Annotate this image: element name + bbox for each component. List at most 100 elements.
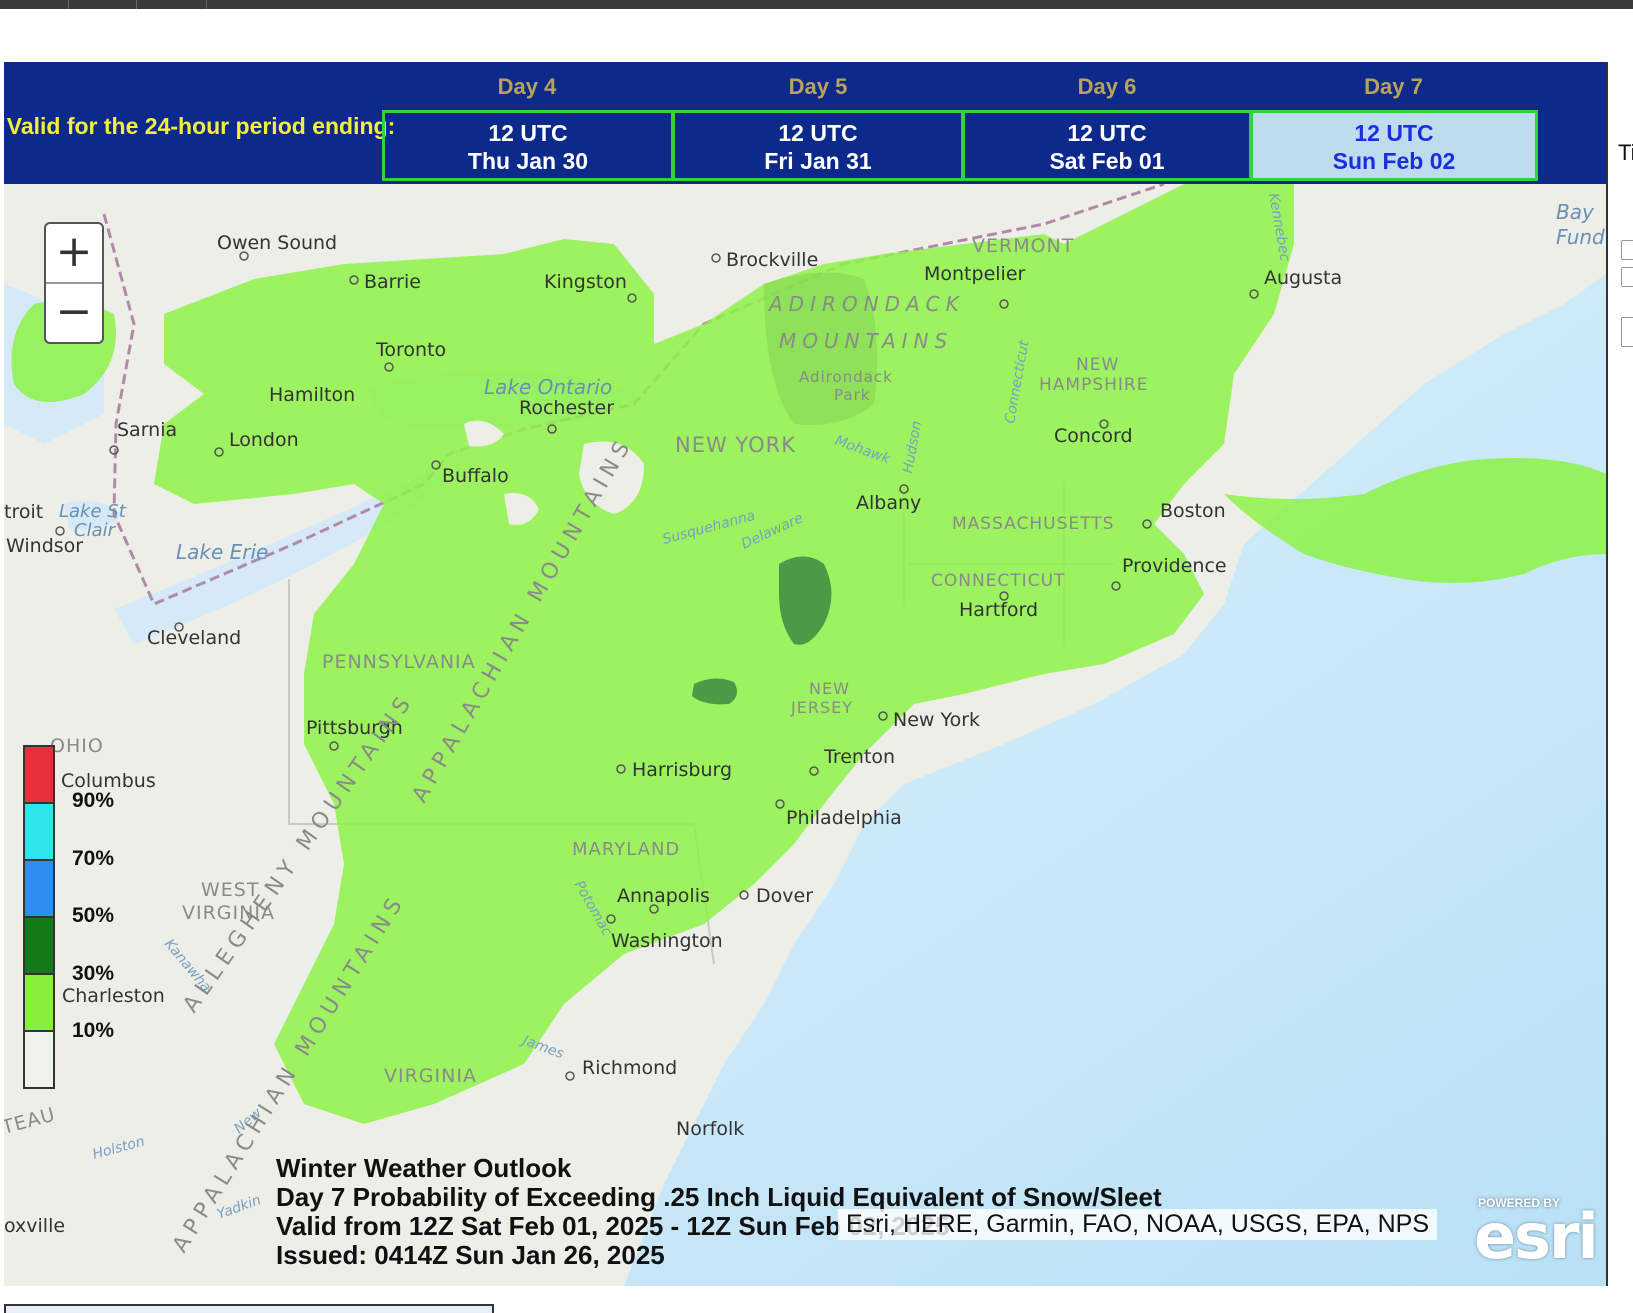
tab-day-6-date: Sat Feb 01 — [1049, 148, 1165, 174]
tab-day-7[interactable]: 12 UTC Sun Feb 02 — [1250, 110, 1538, 181]
svg-text:Charleston: Charleston — [62, 985, 165, 1007]
svg-text:Philadelphia: Philadelphia — [786, 807, 902, 829]
svg-text:Park: Park — [834, 386, 870, 404]
outlook-panel: Valid for the 24-hour period ending: Day… — [4, 62, 1606, 1286]
basemap: Owen Sound Barrie Kingston Brockville Mo… — [4, 184, 1606, 1286]
legend-label-70: 70% — [72, 847, 115, 870]
day-4-label: Day 4 — [497, 74, 557, 99]
tab-day-5[interactable]: 12 UTC Fri Jan 31 — [672, 110, 964, 181]
svg-text:troit: troit — [4, 501, 43, 523]
svg-text:Adirondack: Adirondack — [799, 368, 893, 386]
svg-text:Montpelier: Montpelier — [924, 263, 1026, 285]
outlook-caption: Winter Weather Outlook Day 7 Probability… — [276, 1154, 1162, 1270]
svg-text:Trenton: Trenton — [823, 746, 895, 768]
unshaded-area — [504, 493, 539, 525]
map-attribution: Esri, HERE, Garmin, FAO, NOAA, USGS, EPA… — [838, 1209, 1437, 1240]
esri-logo[interactable]: esri — [1474, 1200, 1599, 1273]
esri-powered-by: POWERED BY — [1478, 1196, 1561, 1210]
probability-area-30-50 — [692, 678, 738, 705]
day-header: Valid for the 24-hour period ending: Day… — [4, 62, 1606, 184]
zoom-control: + − — [44, 222, 104, 344]
svg-text:Brockville: Brockville — [726, 249, 818, 271]
svg-text:Barrie: Barrie — [364, 271, 421, 293]
tab-day-4[interactable]: 12 UTC Thu Jan 30 — [382, 110, 674, 181]
svg-text:oxville: oxville — [4, 1215, 65, 1237]
adirondack-park — [764, 272, 878, 425]
unshaded-area — [464, 420, 504, 447]
svg-text:New York: New York — [893, 709, 980, 731]
svg-text:Norfolk: Norfolk — [676, 1118, 744, 1140]
valid-period-label: Valid for the 24-hour period ending: — [6, 113, 396, 139]
tab-day-6[interactable]: 12 UTC Sat Feb 01 — [962, 110, 1252, 181]
layer-checkbox[interactable] — [1621, 267, 1633, 287]
svg-text:Concord: Concord — [1054, 425, 1133, 447]
svg-text:Toronto: Toronto — [375, 339, 446, 361]
tab-day-5-date: Fri Jan 31 — [764, 148, 872, 174]
bottom-panel-edge — [4, 1304, 494, 1313]
svg-text:Richmond: Richmond — [582, 1057, 677, 1079]
svg-text:Fund: Fund — [1556, 225, 1605, 249]
svg-text:VIRGINIA: VIRGINIA — [384, 1065, 477, 1087]
side-panel: Ti — [1606, 62, 1633, 1286]
tab-day-4-time: 12 UTC — [488, 120, 568, 146]
svg-text:CONNECTICUT: CONNECTICUT — [931, 571, 1065, 591]
svg-text:Sarnia: Sarnia — [117, 419, 177, 441]
legend-swatch-90 — [23, 745, 55, 804]
svg-text:Augusta: Augusta — [1264, 267, 1342, 289]
svg-text:Washington: Washington — [611, 930, 723, 952]
svg-text:Lake St: Lake St — [59, 501, 127, 522]
water-labels: Lake Ontario Lake St Clair Lake Erie Bay… — [59, 200, 1605, 564]
top-bar-segment — [136, 0, 207, 9]
layer-checkbox[interactable] — [1621, 240, 1633, 260]
svg-text:Hamilton: Hamilton — [269, 384, 355, 406]
tab-day-5-time: 12 UTC — [778, 120, 858, 146]
probability-area-30-50 — [779, 556, 832, 645]
zoom-in-button[interactable]: + — [46, 224, 102, 284]
svg-text:Harrisburg: Harrisburg — [632, 759, 732, 781]
legend-swatch-10 — [23, 973, 55, 1032]
svg-text:PENNSYLVANIA: PENNSYLVANIA — [322, 651, 476, 673]
tab-day-6-time: 12 UTC — [1067, 120, 1147, 146]
svg-text:Bay: Bay — [1556, 200, 1595, 224]
tab-day-7-date: Sun Feb 02 — [1332, 148, 1456, 174]
top-bar-segment — [68, 0, 137, 9]
svg-text:MASSACHUSETTS: MASSACHUSETTS — [952, 514, 1114, 534]
svg-text:Buffalo: Buffalo — [442, 465, 509, 487]
svg-text:Clair: Clair — [74, 520, 117, 541]
legend-color-bar — [23, 745, 55, 1089]
svg-text:NEW: NEW — [809, 679, 850, 698]
zoom-out-button[interactable]: − — [55, 286, 93, 337]
svg-text:Lake Ontario: Lake Ontario — [484, 375, 612, 399]
day-7-label: Day 7 — [1364, 74, 1423, 99]
svg-text:Cleveland: Cleveland — [147, 627, 241, 649]
svg-text:NEW YORK: NEW YORK — [675, 433, 796, 457]
legend-swatch-0 — [23, 1030, 55, 1089]
svg-text:ADIRONDACK: ADIRONDACK — [767, 292, 965, 316]
browser-top-bar — [0, 0, 1633, 9]
svg-text:Annapolis: Annapolis — [617, 885, 710, 907]
svg-text:HAMPSHIRE: HAMPSHIRE — [1039, 375, 1148, 395]
caption-title: Winter Weather Outlook — [276, 1153, 572, 1183]
svg-text:Dover: Dover — [756, 885, 813, 907]
city-labels: Owen Sound Barrie Kingston Brockville Mo… — [4, 232, 1342, 1237]
probability-area-10-30 — [154, 184, 1294, 1124]
layer-button[interactable] — [1621, 317, 1633, 347]
legend-label-50: 50% — [72, 904, 115, 927]
svg-text:VIRGINIA: VIRGINIA — [182, 902, 275, 924]
map-view[interactable]: Owen Sound Barrie Kingston Brockville Mo… — [4, 184, 1606, 1286]
caption-issued: Issued: 0414Z Sun Jan 26, 2025 — [276, 1240, 665, 1270]
legend-swatch-30 — [23, 916, 55, 975]
svg-text:MARYLAND: MARYLAND — [572, 839, 680, 860]
day-5-label: Day 5 — [788, 74, 848, 99]
svg-text:NEW: NEW — [1076, 355, 1119, 375]
legend-swatch-70 — [23, 802, 55, 861]
top-bar-segment — [0, 0, 69, 9]
svg-text:Windsor: Windsor — [6, 535, 83, 557]
tab-day-7-time: 12 UTC — [1354, 120, 1434, 146]
svg-text:Owen Sound: Owen Sound — [217, 232, 337, 254]
lake-st-clair — [64, 500, 124, 530]
svg-text:Columbus: Columbus — [61, 770, 156, 792]
region-labels: VERMONT ADIRONDACK MOUNTAINS Adirondack … — [4, 235, 1148, 1139]
day-6-label: Day 6 — [1077, 74, 1137, 99]
legend-label-10: 10% — [72, 1019, 115, 1042]
